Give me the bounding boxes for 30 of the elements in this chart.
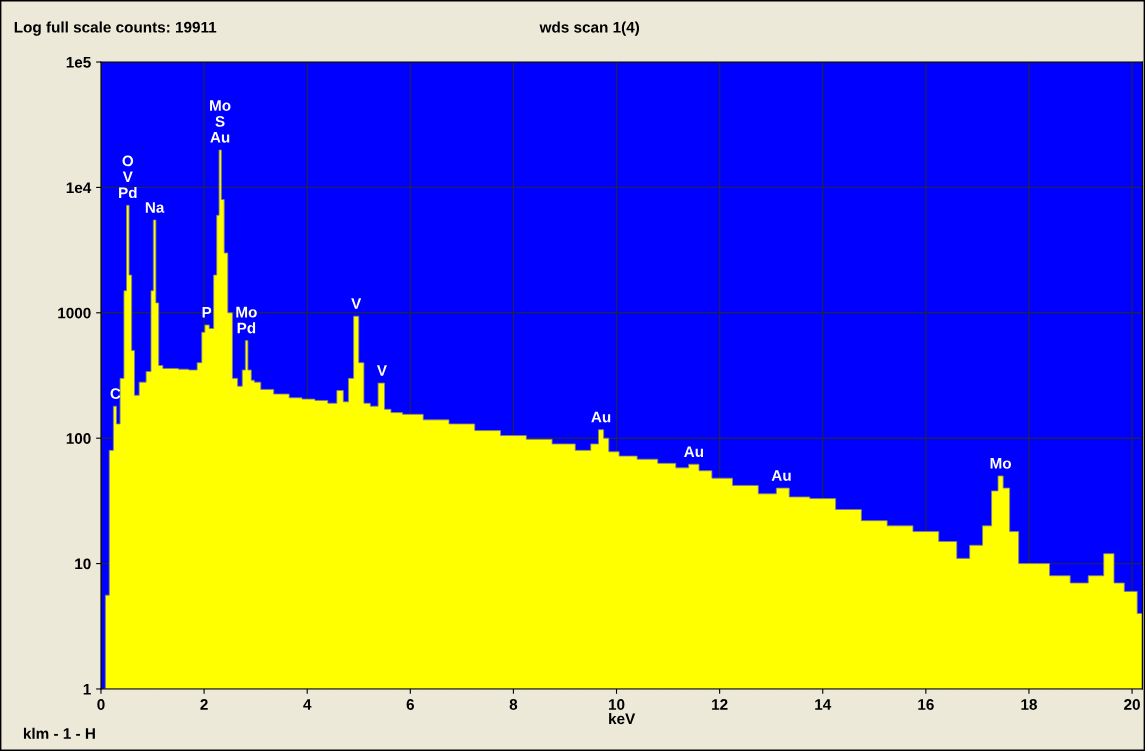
y-tick-label: 1 xyxy=(83,683,91,695)
x-axis-title: keV xyxy=(609,712,636,725)
x-tick-label: 10 xyxy=(608,699,625,710)
x-tick-label: 20 xyxy=(1124,699,1140,710)
x-tick-label: 6 xyxy=(406,699,415,710)
y-tick-label: 1e4 xyxy=(66,182,92,194)
y-tick-label: 1e5 xyxy=(66,57,91,68)
y-tick-label: 1000 xyxy=(58,307,91,319)
x-tick-label: 14 xyxy=(815,699,832,710)
annotation: V xyxy=(376,365,387,376)
x-tick-label: 18 xyxy=(1021,699,1037,710)
x-tick-label: 0 xyxy=(97,699,105,710)
x-tick-label: 8 xyxy=(509,699,518,710)
annotation: Na xyxy=(145,202,165,213)
y-tick-label: 100 xyxy=(66,433,91,444)
annotation: Mo S Au xyxy=(210,100,231,143)
text: klm - 1 - H xyxy=(23,727,95,739)
text: Log full scale counts: 19911 xyxy=(14,21,217,36)
chart-title: wds scan 1(4) xyxy=(539,21,640,36)
annotation: Au xyxy=(684,446,704,458)
y-tick-label: 10 xyxy=(75,558,91,570)
x-tick-label: 2 xyxy=(200,699,208,710)
annotation: Au xyxy=(771,470,791,481)
x-tick-label: 12 xyxy=(712,699,728,710)
annotation: Mo xyxy=(990,458,1012,469)
annotation: O V Pd xyxy=(119,155,137,199)
annotation: V xyxy=(351,298,362,309)
x-tick-label: 16 xyxy=(918,699,934,710)
x-tick-label: 4 xyxy=(303,699,312,710)
annotation: Au xyxy=(591,411,611,423)
